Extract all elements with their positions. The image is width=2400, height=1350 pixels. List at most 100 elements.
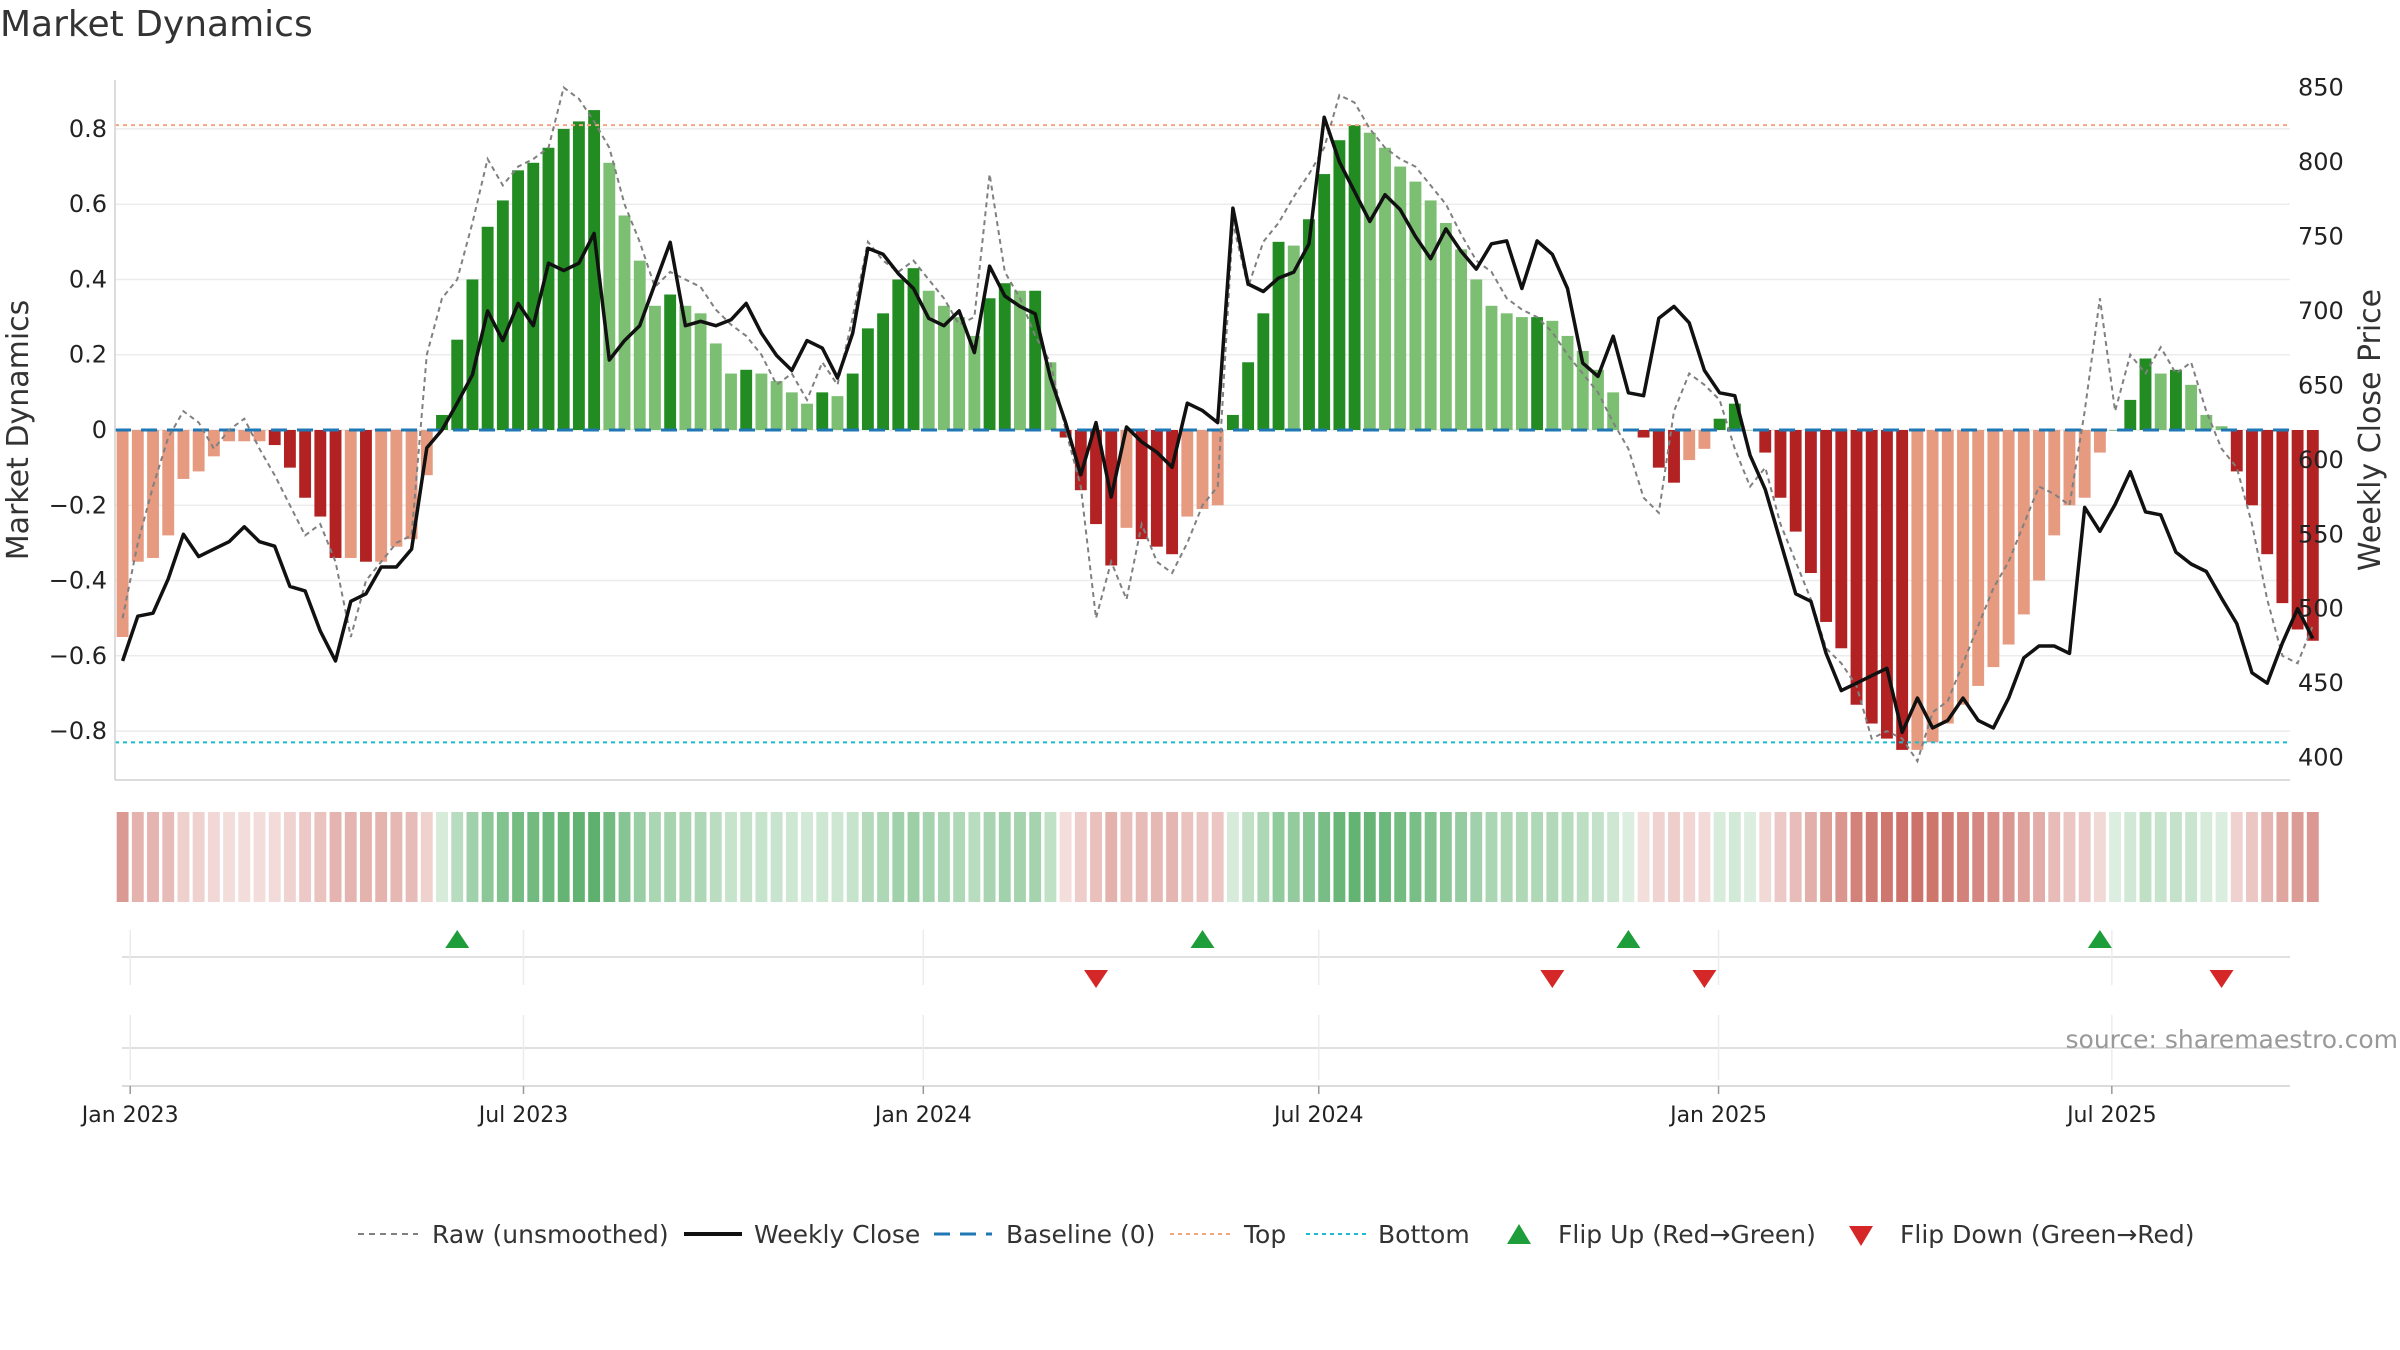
dynamics-bar xyxy=(1850,430,1863,705)
flip-up-marker xyxy=(1190,930,1215,948)
regime-cell xyxy=(1272,812,1285,902)
y2-tick-label: 700 xyxy=(2298,297,2344,325)
y2-tick-label: 650 xyxy=(2298,371,2344,399)
dynamics-bar xyxy=(998,283,1011,430)
legend-item-top: Top xyxy=(1170,1220,1286,1249)
regime-cell xyxy=(1728,812,1741,902)
regime-cell xyxy=(1090,812,1102,902)
y-tick-label: −0.2 xyxy=(49,491,107,519)
dynamics-bar xyxy=(2185,384,2198,430)
legend-flip-down-label: Flip Down (Green→Red) xyxy=(1900,1220,2195,1249)
dynamics-bar xyxy=(1029,290,1042,430)
regime-cell xyxy=(466,812,479,902)
dynamics-bar xyxy=(1713,418,1726,430)
regime-cell xyxy=(1774,812,1787,902)
dynamics-bar xyxy=(223,430,236,442)
dynamics-bar xyxy=(770,381,783,430)
y2-tick-label: 550 xyxy=(2298,520,2344,548)
dynamics-bar xyxy=(1896,430,1909,750)
regime-cell xyxy=(2139,812,2152,902)
dynamics-bar xyxy=(1820,430,1833,622)
dynamics-bar xyxy=(1911,430,1924,750)
dynamics-bar xyxy=(2139,358,2152,430)
regime-cell xyxy=(1014,812,1026,902)
regime-cell xyxy=(892,812,905,902)
dynamics-bar xyxy=(390,430,403,547)
regime-cell xyxy=(922,812,935,902)
dynamics-bar xyxy=(572,121,585,430)
regime-cell xyxy=(2033,812,2045,902)
regime-cell xyxy=(1455,812,1467,902)
dynamics-bar xyxy=(1957,430,1969,705)
regime-cell xyxy=(1439,812,1452,902)
dynamics-bar xyxy=(861,328,874,430)
dynamics-bar xyxy=(1287,245,1300,430)
regime-cell xyxy=(1196,812,1209,902)
dynamics-bar xyxy=(542,147,555,430)
regime-cell xyxy=(998,812,1011,902)
dynamics-bar xyxy=(877,313,890,430)
regime-strip xyxy=(116,812,2319,902)
regime-cell xyxy=(861,812,874,902)
dynamics-bar xyxy=(1561,335,1574,430)
regime-cell xyxy=(283,812,296,902)
regime-cell xyxy=(2276,812,2289,902)
y2-tick-label: 450 xyxy=(2298,669,2344,697)
regime-cell xyxy=(481,812,494,902)
dynamics-bar xyxy=(664,294,677,430)
y2-tick-label: 600 xyxy=(2298,446,2344,474)
dynamics-bar xyxy=(953,317,966,430)
y2-tick-label: 800 xyxy=(2298,148,2344,176)
legend-close-label: Weekly Close xyxy=(754,1220,920,1249)
dynamics-bar xyxy=(207,430,220,457)
dynamics-bar xyxy=(968,335,981,430)
dynamics-bar xyxy=(740,369,753,430)
regime-cell xyxy=(177,812,190,902)
regime-cell xyxy=(983,812,996,902)
dynamics-bar xyxy=(2154,373,2167,430)
regime-cell xyxy=(968,812,981,902)
regime-cell xyxy=(1607,812,1620,902)
dynamics-bar xyxy=(314,430,327,517)
dynamics-bar xyxy=(1865,430,1878,724)
dynamics-bar xyxy=(1166,430,1179,555)
dynamics-bar xyxy=(1744,430,1756,431)
regime-cell xyxy=(2246,812,2258,902)
dynamics-bar xyxy=(1424,200,1437,430)
regime-cell xyxy=(2063,812,2076,902)
dynamics-bar xyxy=(557,128,570,430)
y2-tick-label: 400 xyxy=(2298,744,2344,772)
dynamics-bar xyxy=(1379,147,1391,430)
regime-cell xyxy=(1820,812,1833,902)
legend-top-label: Top xyxy=(1243,1220,1286,1249)
regime-cell xyxy=(1515,812,1528,902)
regime-cell xyxy=(162,812,175,902)
regime-cell xyxy=(1804,812,1817,902)
dynamics-bar xyxy=(983,298,996,430)
regime-cell xyxy=(1957,812,1969,902)
dynamics-bar xyxy=(2261,430,2274,555)
regime-cell xyxy=(1166,812,1179,902)
dynamics-bar xyxy=(2048,430,2061,536)
dynamics-bar xyxy=(1652,430,1665,468)
legend-flip-up-icon xyxy=(1507,1224,1531,1244)
regime-cell xyxy=(907,812,920,902)
dynamics-bar xyxy=(785,392,798,430)
regime-cell xyxy=(1424,812,1437,902)
dynamics-bar xyxy=(405,430,418,540)
regime-cell xyxy=(1576,812,1589,902)
dynamics-bar xyxy=(1074,430,1087,491)
dynamics-bar xyxy=(1683,430,1696,461)
regime-cell xyxy=(268,812,281,902)
dynamics-bar xyxy=(268,430,281,446)
regime-cell xyxy=(2306,812,2319,902)
regime-cell xyxy=(770,812,783,902)
regime-cell xyxy=(1941,812,1954,902)
dynamics-bar xyxy=(2200,414,2213,430)
dynamics-bar xyxy=(162,430,175,536)
dynamics-bar xyxy=(466,279,479,430)
regime-cell xyxy=(451,812,464,902)
regime-cell xyxy=(2078,812,2091,902)
regime-cell xyxy=(1485,812,1498,902)
date-tick-label: Jul 2023 xyxy=(477,1103,569,1128)
